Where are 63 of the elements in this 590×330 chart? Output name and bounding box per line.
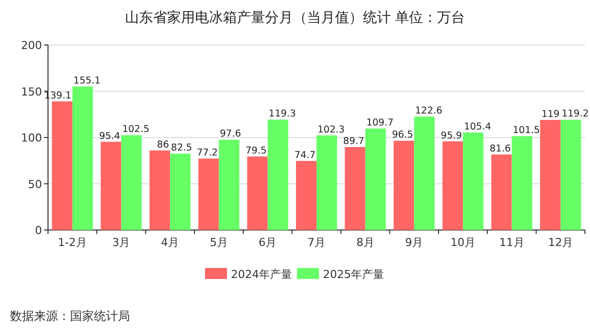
- data-label: 109.7: [366, 118, 394, 129]
- bar: [52, 101, 72, 230]
- x-tick-label: 1-2月: [58, 236, 87, 249]
- x-tick-label: 5月: [210, 236, 228, 249]
- data-label: 81.6: [490, 144, 511, 155]
- x-tick-label: 10月: [450, 236, 476, 249]
- data-label: 95.4: [99, 130, 120, 142]
- chart-title: 山东省家用电冰箱产量分月（当月值）统计 单位：万台: [124, 10, 466, 26]
- y-tick-label: 0: [35, 224, 42, 237]
- bar: [316, 135, 338, 230]
- source-note: 数据来源：国家统计局: [10, 309, 130, 323]
- bar: [462, 132, 484, 230]
- bar: [247, 156, 268, 230]
- data-label: 119: [541, 108, 560, 120]
- x-tick-label: 7月: [308, 236, 326, 249]
- data-label: 119.3: [268, 108, 296, 120]
- data-label: 105.4: [464, 122, 492, 133]
- bar: [491, 154, 512, 230]
- y-tick-label: 150: [21, 85, 42, 98]
- data-label: 102.5: [122, 124, 150, 136]
- data-label: 77.2: [196, 148, 218, 159]
- legend-label: 2025年产量: [323, 268, 384, 281]
- bar: [344, 147, 366, 230]
- data-label: 74.7: [294, 150, 316, 161]
- bar: [72, 86, 93, 230]
- bar: [512, 136, 532, 230]
- bar: [560, 120, 582, 230]
- bar: [442, 141, 463, 230]
- data-label: 97.6: [220, 128, 242, 140]
- x-tick-label: 3月: [112, 236, 130, 249]
- data-label: 155.1: [73, 76, 101, 87]
- data-label: 89.7: [343, 136, 364, 148]
- bar: [365, 128, 386, 230]
- bar: [121, 135, 142, 230]
- x-tick-label: 4月: [161, 236, 180, 249]
- data-label: 101.5: [512, 125, 540, 136]
- x-tick-label: 11月: [499, 236, 524, 249]
- bar: [296, 160, 316, 230]
- bar: [394, 140, 414, 230]
- x-tick-label: 6月: [258, 236, 277, 249]
- x-tick-label: 9月: [405, 236, 424, 249]
- bar: [268, 120, 288, 230]
- x-tick-label: 12月: [548, 236, 574, 249]
- data-label: 96.5: [392, 130, 414, 141]
- bar: [170, 154, 191, 230]
- data-label: 95.9: [440, 130, 462, 142]
- data-label: 122.6: [415, 106, 442, 117]
- legend-label: 2024年产量: [231, 268, 292, 281]
- data-label: 82.5: [171, 142, 192, 154]
- y-tick-label: 50: [28, 178, 42, 191]
- y-tick-label: 100: [21, 132, 42, 144]
- data-label: 79.5: [246, 145, 267, 156]
- bar: [218, 140, 240, 230]
- data-label: 102.3: [318, 124, 345, 136]
- data-label: 119.2: [562, 108, 589, 120]
- bar: [540, 120, 561, 230]
- y-tick-label: 200: [21, 39, 42, 52]
- data-label: 86: [156, 139, 170, 150]
- x-tick-label: 8月: [356, 236, 374, 249]
- bar: [150, 150, 170, 230]
- bar: [414, 116, 435, 230]
- bar: [100, 142, 122, 230]
- bar: [198, 158, 219, 230]
